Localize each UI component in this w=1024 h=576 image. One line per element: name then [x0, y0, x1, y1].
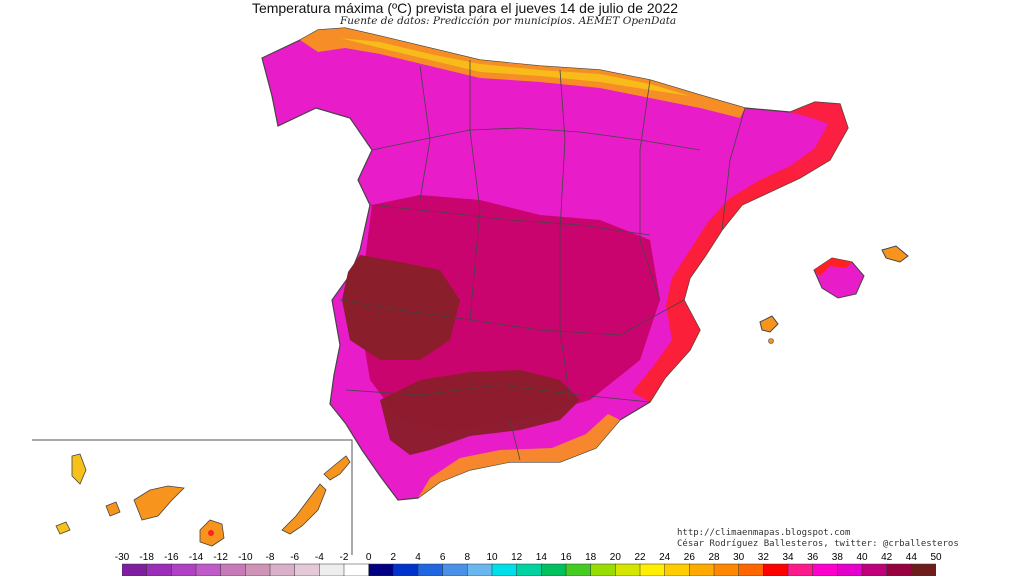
legend-tick-label: 30	[733, 552, 745, 563]
el-hierro	[55, 521, 71, 535]
legend-tick-label: 6	[439, 552, 446, 563]
legend-swatch	[763, 563, 789, 576]
legend-swatch	[245, 563, 271, 576]
legend-swatch	[368, 563, 395, 576]
legend-tick-label: -12	[213, 552, 228, 563]
mallorca-coast	[814, 258, 852, 276]
legend-swatch	[516, 563, 543, 576]
legend-tick-label: 10	[486, 552, 498, 563]
legend-tick-label: -16	[164, 552, 179, 563]
formentera	[768, 338, 774, 344]
legend-tick-label: 24	[659, 552, 671, 563]
legend-tick-label: 26	[683, 552, 695, 563]
legend-tick-label: 16	[560, 552, 572, 563]
canary-islands-inset	[32, 439, 353, 555]
legend-swatch	[467, 563, 493, 576]
legend-tick-label: 32	[757, 552, 769, 563]
interior-crimson	[360, 195, 660, 430]
legend-swatch	[343, 563, 370, 576]
fuerteventura	[281, 483, 327, 535]
mediterranean-coast-band	[632, 166, 800, 402]
legend-swatch	[417, 563, 444, 576]
region-borders	[339, 60, 746, 461]
legend-swatch	[615, 563, 641, 576]
ibiza	[759, 315, 779, 333]
legend-swatch	[812, 563, 839, 576]
legend-swatch	[787, 563, 814, 576]
legend-swatch	[220, 563, 247, 576]
legend-tick-label: 28	[708, 552, 720, 563]
legend-swatch	[639, 563, 666, 576]
legend-tick-label: 50	[930, 552, 942, 563]
credit-author: César Rodríguez Ballesteros, twitter: @c…	[677, 539, 959, 549]
legend-tick-label: 36	[807, 552, 819, 563]
legend-tick-label: 14	[535, 552, 547, 563]
la-palma	[71, 453, 87, 485]
legend-swatch	[886, 563, 913, 576]
legend-tick-label: -30	[114, 552, 130, 563]
inset-frame	[32, 439, 353, 555]
guadalquivir-hot-zone	[380, 370, 580, 455]
legend-tick-label: 12	[511, 552, 523, 563]
balearic-islands	[759, 245, 909, 344]
north-coast-yellow	[340, 38, 690, 96]
menorca	[881, 245, 909, 263]
legend-tick-label: -14	[188, 552, 204, 563]
legend-swatch	[713, 563, 740, 576]
tenerife	[133, 485, 185, 521]
legend-tick-label: 42	[881, 552, 893, 563]
legend-swatch	[122, 563, 148, 576]
legend-tick-label: -18	[139, 552, 154, 563]
credit-url[interactable]: http://climaenmapas.blogspot.com	[677, 528, 851, 538]
extremadura-hot-zone	[342, 255, 460, 360]
legend-tick-label: -2	[339, 552, 349, 563]
legend-swatch	[393, 563, 419, 576]
legend-tick-label: -8	[265, 552, 275, 563]
legend-swatch	[171, 563, 197, 576]
legend-tick-label: 38	[831, 552, 843, 563]
legend-swatch	[294, 563, 321, 576]
legend-tick-label: -6	[290, 552, 300, 563]
legend-swatch	[541, 563, 567, 576]
legend-tick-label: 0	[365, 552, 372, 563]
legend-tick-label: 34	[782, 552, 794, 563]
color-legend	[122, 563, 936, 576]
legend-swatch	[590, 563, 617, 576]
legend-swatch	[861, 563, 888, 576]
legend-swatch	[146, 563, 173, 576]
legend-swatch	[689, 563, 715, 576]
catalonia-coast	[790, 102, 848, 178]
legend-swatch	[269, 563, 296, 576]
legend-swatch	[738, 563, 765, 576]
legend-tick-label: 20	[609, 552, 621, 563]
legend-swatch	[442, 563, 469, 576]
legend-swatch	[565, 563, 592, 576]
legend-tick-label: 2	[390, 552, 397, 563]
mainland-spain	[261, 27, 849, 501]
la-gomera	[105, 501, 121, 517]
legend-tick-label: 8	[464, 552, 471, 563]
legend-swatch	[319, 563, 345, 576]
legend-swatch	[664, 563, 691, 576]
legend-tick-label: 40	[856, 552, 868, 563]
legend-tick-label: -10	[238, 552, 253, 563]
gran-canaria-hot-spot	[208, 530, 214, 536]
legend-tick-label: 44	[905, 552, 917, 563]
legend-swatch	[837, 563, 863, 576]
map-title: Temperatura máxima (ºC) prevista para el…	[251, 0, 679, 16]
lanzarote	[323, 455, 351, 481]
legend-tick-label: -4	[314, 552, 324, 563]
legend-swatch	[911, 563, 936, 576]
legend-swatch	[491, 563, 518, 576]
legend-tick-label: 22	[634, 552, 646, 563]
legend-tick-label: 18	[585, 552, 597, 563]
legend-tick-label: 4	[415, 552, 421, 563]
legend-swatch	[195, 563, 222, 576]
data-source: Fuente de datos: Predicción por municipi…	[340, 15, 677, 27]
